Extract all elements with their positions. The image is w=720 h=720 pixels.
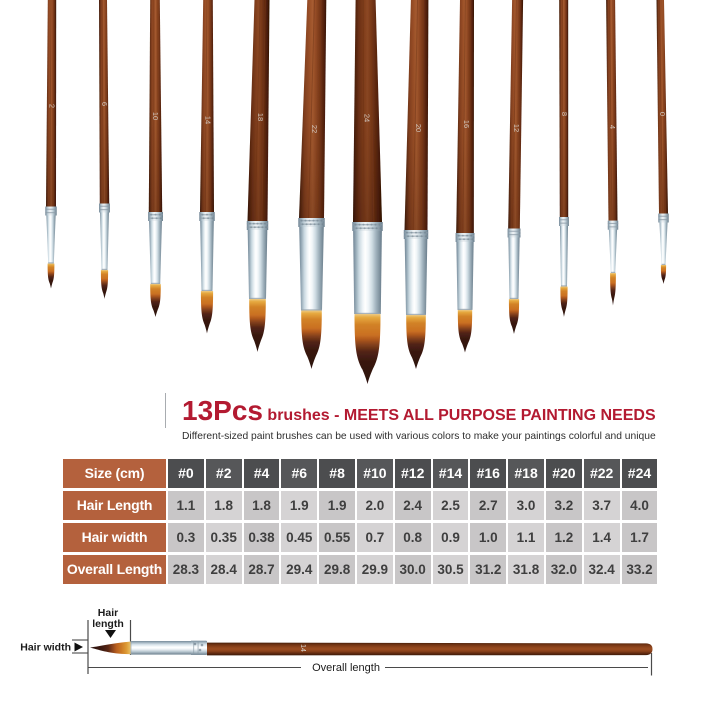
svg-text:20: 20 <box>414 124 423 132</box>
svg-text:14: 14 <box>299 644 306 652</box>
svg-text:14: 14 <box>204 116 213 124</box>
svg-text:6: 6 <box>100 102 109 106</box>
svg-text:Hair: Hair <box>98 607 118 619</box>
svg-text:8: 8 <box>560 112 569 116</box>
svg-text:2: 2 <box>48 104 57 108</box>
svg-text:10: 10 <box>151 112 160 120</box>
svg-text:12: 12 <box>512 124 521 132</box>
svg-text:Hair width: Hair width <box>20 642 71 654</box>
svg-text:24: 24 <box>363 114 372 122</box>
svg-text:0: 0 <box>658 112 667 116</box>
svg-text:length: length <box>92 618 124 630</box>
svg-text:Overall length: Overall length <box>312 662 380 674</box>
svg-text:18: 18 <box>256 113 265 121</box>
svg-text:22: 22 <box>310 125 319 133</box>
svg-text:16: 16 <box>462 120 471 128</box>
svg-text:4: 4 <box>608 125 617 129</box>
